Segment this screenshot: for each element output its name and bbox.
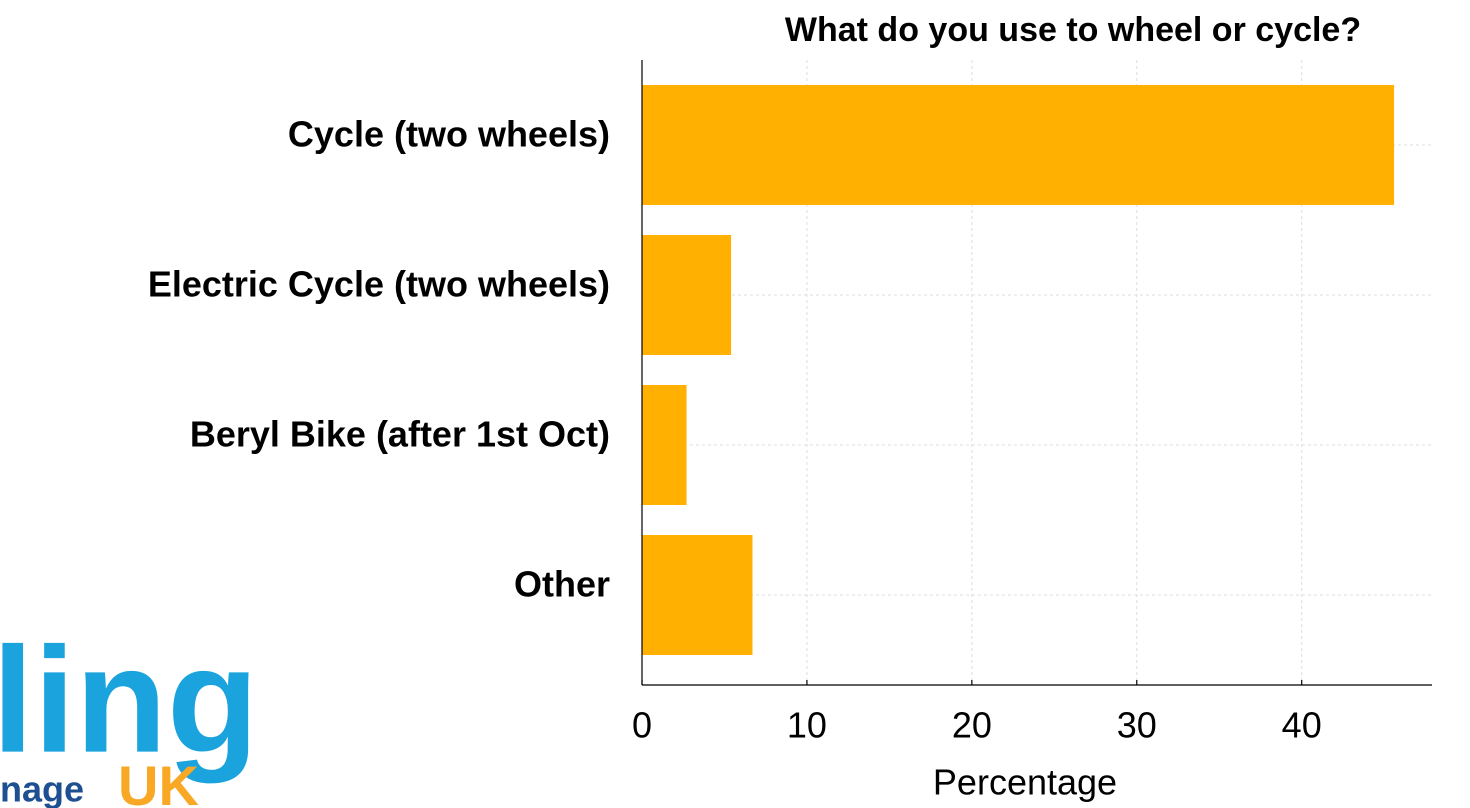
logo-uk: UK (118, 754, 199, 808)
bar (642, 385, 687, 505)
logo-word: ling (0, 616, 259, 784)
bar (642, 235, 732, 355)
x-axis-label: Percentage (933, 762, 1117, 803)
bar (642, 85, 1395, 205)
x-tick-label: 10 (787, 705, 827, 746)
y-tick-label: Beryl Bike (after 1st Oct) (190, 414, 610, 455)
x-tick-label: 40 (1282, 705, 1322, 746)
bar (642, 535, 753, 655)
y-tick-label: Other (514, 564, 610, 605)
y-tick-label: Cycle (two wheels) (288, 114, 610, 155)
chart-title: What do you use to wheel or cycle? (785, 11, 1361, 49)
x-tick-label: 20 (952, 705, 992, 746)
x-tick-label: 0 (632, 705, 652, 746)
logo-sub: nage (0, 769, 84, 808)
y-tick-label: Electric Cycle (two wheels) (148, 264, 610, 305)
x-tick-label: 30 (1117, 705, 1157, 746)
